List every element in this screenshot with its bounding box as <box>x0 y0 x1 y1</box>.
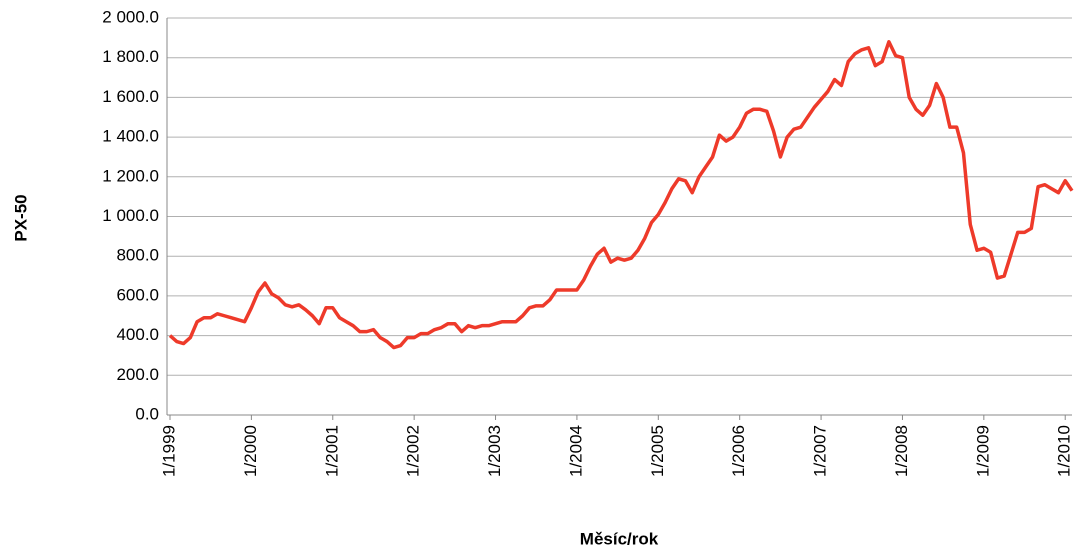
y-tick-label: 0.0 <box>135 404 159 423</box>
x-tick-label: 1/2009 <box>973 425 992 477</box>
x-tick-label: 1/2001 <box>322 425 341 477</box>
x-tick-label: 1/2003 <box>485 425 504 477</box>
y-tick-label: 600.0 <box>116 285 159 304</box>
y-tick-label: 400.0 <box>116 325 159 344</box>
y-tick-label: 1 600.0 <box>102 87 159 106</box>
x-tick-label: 1/2005 <box>648 425 667 477</box>
x-axis-label: Měsíc/rok <box>580 529 659 548</box>
data-line <box>168 40 1074 350</box>
y-tick-label: 200.0 <box>116 365 159 384</box>
y-tick-label: 1 200.0 <box>102 166 159 185</box>
x-tick-label: 1/2000 <box>241 425 260 477</box>
x-tick-label: 1/2007 <box>811 425 830 477</box>
y-tick-label: 2 000.0 <box>102 7 159 26</box>
x-tick-label: 1/2006 <box>729 425 748 477</box>
y-axis-label: PX-50 <box>11 194 30 241</box>
x-tick-label: 1/2010 <box>1055 425 1074 477</box>
x-tick-label: 1/2002 <box>404 425 423 477</box>
y-tick-label: 1 000.0 <box>102 206 159 225</box>
y-tick-label: 1 800.0 <box>102 47 159 66</box>
x-tick-label: 1/2008 <box>892 425 911 477</box>
y-tick-label: 1 400.0 <box>102 127 159 146</box>
y-tick-label: 800.0 <box>116 246 159 265</box>
x-tick-label: 1/1999 <box>159 425 178 477</box>
x-tick-label: 1/2004 <box>566 425 585 477</box>
